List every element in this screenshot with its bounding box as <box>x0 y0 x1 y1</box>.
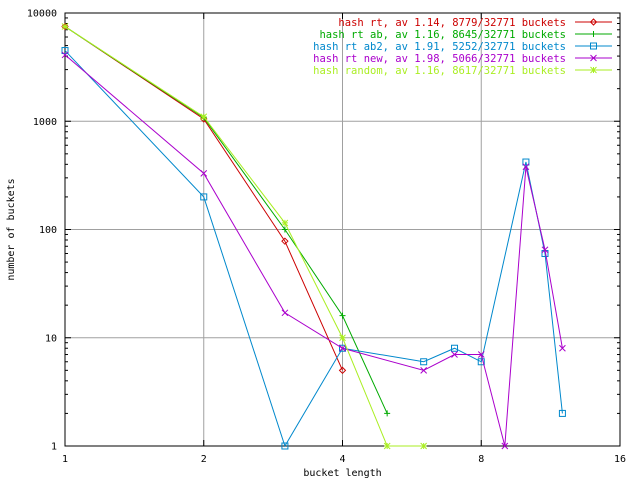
x-axis-label: bucket length <box>303 468 381 479</box>
y-axis-label: number of buckets <box>6 178 17 280</box>
data-point <box>590 54 597 62</box>
data-point <box>590 66 597 74</box>
data-point <box>339 312 346 319</box>
data-point <box>420 366 428 374</box>
data-point <box>451 344 459 352</box>
data-point <box>420 358 428 366</box>
series-5 <box>61 23 428 450</box>
data-point <box>384 410 391 417</box>
data-point <box>61 47 69 55</box>
data-point <box>558 409 566 417</box>
data-point <box>281 219 289 227</box>
data-point <box>200 170 208 177</box>
data-point <box>61 51 69 59</box>
data-point <box>522 158 530 166</box>
y-tick-label: 1000 <box>33 117 57 128</box>
data-point <box>200 113 208 121</box>
y-tick-label: 1 <box>51 442 57 453</box>
data-point <box>559 344 566 352</box>
legend-entry: hash rt new, av 1.98, 5066/32771 buckets <box>313 53 612 65</box>
legend: hash rt, av 1.14, 8779/32771 bucketshash… <box>313 17 612 77</box>
data-point <box>281 442 289 450</box>
data-point <box>200 193 208 201</box>
data-point <box>501 442 509 450</box>
x-tick-label: 1 <box>62 454 68 465</box>
series-group <box>61 22 566 450</box>
y-tick-label: 10000 <box>27 9 57 20</box>
legend-label: hash rt, av 1.14, 8779/32771 buckets <box>338 17 566 29</box>
data-point <box>339 334 346 342</box>
series-line <box>64 26 424 447</box>
series-line <box>64 26 343 371</box>
legend-entry: hash rt, av 1.14, 8779/32771 buckets <box>338 17 612 29</box>
legend-entry: hash rt ab, av 1.16, 8645/32771 buckets <box>319 29 612 41</box>
data-point <box>420 442 428 450</box>
legend-entry: hash rt ab2, av 1.91, 5252/32771 buckets <box>313 41 612 53</box>
data-point <box>590 31 597 37</box>
data-point <box>541 246 549 254</box>
x-tick-label: 4 <box>339 454 345 465</box>
data-point <box>451 351 458 358</box>
data-point <box>477 351 485 358</box>
data-point <box>281 309 289 317</box>
data-point <box>339 344 346 352</box>
data-point <box>339 344 346 352</box>
x-tick-label: 2 <box>201 454 207 465</box>
series-4 <box>61 51 566 450</box>
legend-entry: hash random, av 1.16, 8617/32771 buckets <box>313 65 612 77</box>
data-point <box>590 42 597 50</box>
axis-ticks: 1 2 4 8 16 1 10 100 1000 10000 <box>27 9 626 466</box>
x-tick-label: 8 <box>478 454 484 465</box>
data-point <box>281 237 289 245</box>
data-point <box>61 23 69 30</box>
y-tick-label: 10 <box>45 333 57 344</box>
data-point <box>477 358 485 366</box>
legend-label: hash rt new, av 1.98, 5066/32771 buckets <box>313 53 566 65</box>
y-tick-label: 100 <box>39 225 57 236</box>
data-point <box>281 226 288 233</box>
data-point <box>338 366 347 375</box>
series-2 <box>62 23 391 417</box>
grid <box>65 13 620 446</box>
data-point <box>589 18 598 26</box>
data-point <box>383 442 391 450</box>
series-line <box>64 54 563 447</box>
data-point <box>522 163 530 171</box>
series-line <box>64 50 563 448</box>
legend-label: hash rt ab, av 1.16, 8645/32771 buckets <box>319 29 566 41</box>
legend-label: hash rt ab2, av 1.91, 5252/32771 buckets <box>313 41 566 53</box>
legend-label: hash random, av 1.16, 8617/32771 buckets <box>313 65 566 77</box>
x-tick-label: 16 <box>614 454 626 465</box>
